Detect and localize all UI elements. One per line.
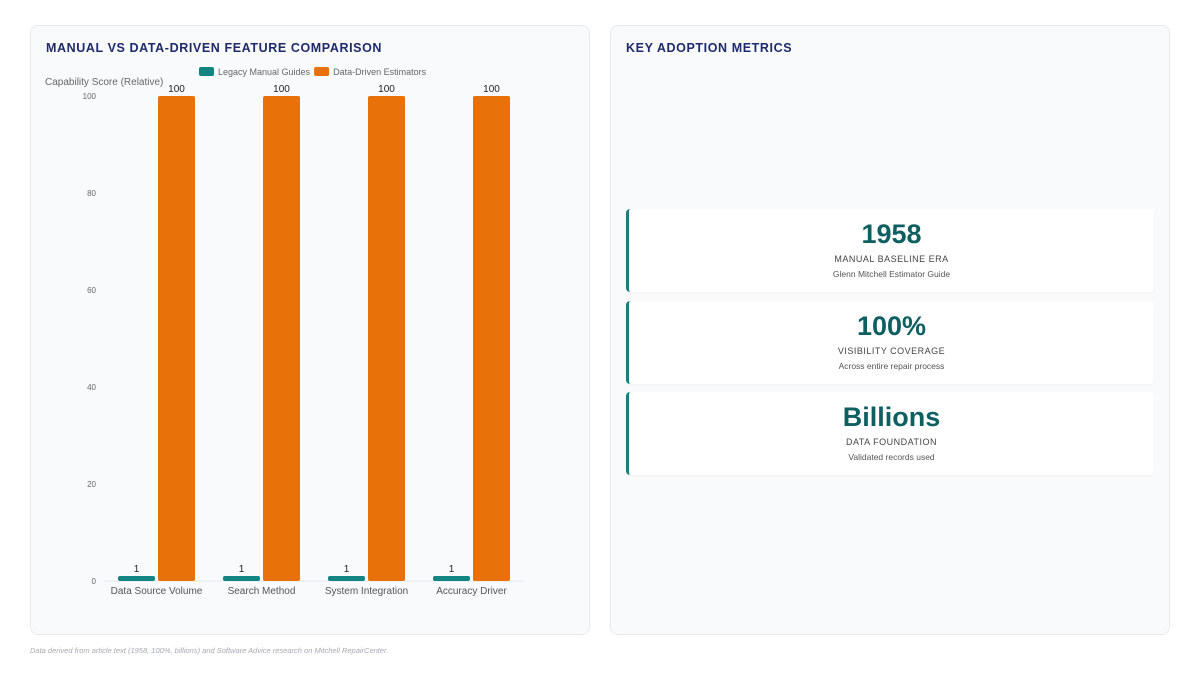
metric-card-visibility: 100% VISIBILITY COVERAGE Across entire r… — [626, 301, 1154, 384]
chart-panel-title: MANUAL VS DATA-DRIVEN FEATURE COMPARISON — [46, 41, 383, 55]
bar-data-label: 1 — [239, 564, 245, 575]
x-tick-label: Search Method — [228, 586, 296, 597]
y-tick-label: 20 — [87, 480, 96, 489]
metrics-panel-title: KEY ADOPTION METRICS — [626, 41, 793, 55]
x-tick-label: System Integration — [325, 586, 408, 597]
y-tick-label: 80 — [87, 189, 96, 198]
metric-subtext: Validated records used — [848, 452, 935, 462]
bar-data-label: 100 — [273, 84, 290, 95]
bar — [158, 96, 195, 581]
bar-data-label: 1 — [134, 564, 140, 575]
legend-swatch — [199, 67, 214, 76]
source-footnote: Data derived from article text (1958, 10… — [30, 646, 389, 655]
legend-label: Legacy Manual Guides — [218, 67, 311, 77]
metric-value: 1958 — [861, 219, 922, 249]
bar — [118, 576, 155, 581]
y-tick-label: 0 — [92, 577, 97, 586]
bar — [328, 576, 365, 581]
metric-value: 100% — [856, 311, 927, 341]
bar — [263, 96, 300, 581]
metrics-panel: KEY ADOPTION METRICS 1958 MANUAL BASELIN… — [610, 25, 1170, 635]
y-tick-label: 100 — [83, 92, 97, 101]
legend-label: Data-Driven Estimators — [333, 67, 427, 77]
bar-data-label: 100 — [168, 84, 185, 95]
bar — [223, 576, 260, 581]
feature-comparison-chart: Capability Score (Relative) 0 20 40 60 80 100 L… — [45, 67, 524, 597]
metric-label: DATA FOUNDATION — [845, 437, 937, 447]
x-tick-label: Accuracy Driver — [436, 586, 507, 597]
bar-data-label: 1 — [344, 564, 350, 575]
bar-data-label: 1 — [449, 564, 455, 575]
y-tick-label: 40 — [87, 383, 96, 392]
legend-swatch — [314, 67, 330, 76]
metric-value: Billions — [842, 402, 941, 432]
metric-subtext: Across entire repair process — [838, 361, 945, 371]
comparison-chart-panel: MANUAL VS DATA-DRIVEN FEATURE COMPARISON… — [30, 25, 590, 635]
bar — [473, 96, 510, 581]
bar — [433, 576, 470, 581]
bar-data-label: 100 — [483, 84, 500, 95]
y-tick-label: 60 — [87, 286, 96, 295]
x-tick-label: Data Source Volume — [111, 586, 203, 597]
metric-subtext: Glenn Mitchell Estimator Guide — [832, 269, 951, 279]
y-axis-title: Capability Score (Relative) — [45, 77, 163, 88]
metric-card-baseline-era: 1958 MANUAL BASELINE ERA Glenn Mitchell … — [626, 209, 1154, 292]
metric-label: MANUAL BASELINE ERA — [834, 254, 949, 264]
metric-card-data-foundation: Billions DATA FOUNDATION Validated recor… — [626, 392, 1154, 475]
bar-data-label: 100 — [378, 84, 395, 95]
metric-label: VISIBILITY COVERAGE — [837, 346, 946, 356]
bar — [368, 96, 405, 581]
